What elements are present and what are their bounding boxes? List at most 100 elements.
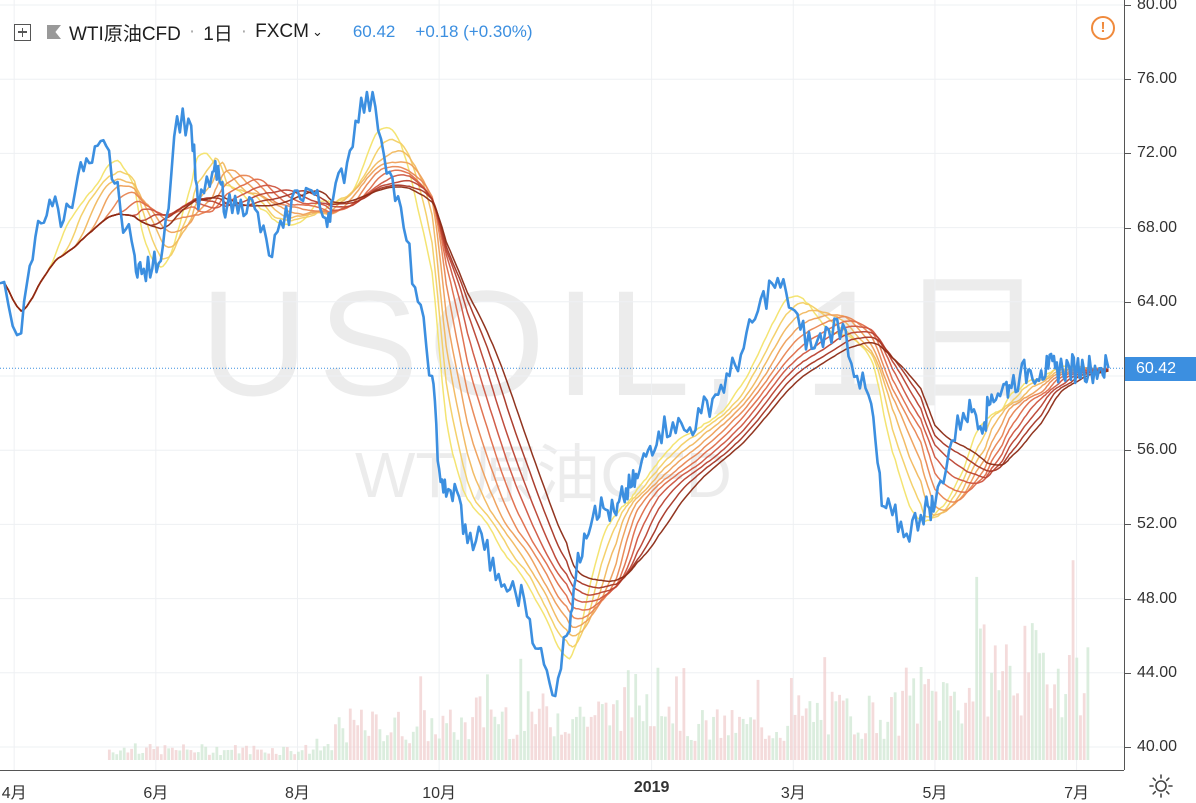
volume-bar xyxy=(904,667,908,760)
volume-bar xyxy=(1030,623,1034,760)
volume-bar xyxy=(1042,652,1045,760)
volume-bar xyxy=(526,691,530,760)
y-tick-label: 72.00 xyxy=(1137,144,1178,162)
volume-bar xyxy=(734,732,738,760)
volume-bar xyxy=(808,701,812,760)
y-axis[interactable]: 40.0044.0048.0052.0056.0060.0064.0068.00… xyxy=(1124,0,1196,770)
volume-bar xyxy=(1053,684,1056,760)
volume-bar xyxy=(1079,715,1082,760)
volume-bar xyxy=(319,750,323,760)
plot-area[interactable]: USOIL, 1日 WTI原油CFD xyxy=(0,0,1124,770)
volume-bar xyxy=(278,755,282,760)
warning-icon[interactable]: ! xyxy=(1091,16,1115,40)
volume-bar xyxy=(845,698,849,760)
volume-bar xyxy=(215,746,219,760)
y-tick xyxy=(1125,524,1131,526)
volume-bar xyxy=(815,702,819,760)
y-tick xyxy=(1125,301,1131,303)
volume-bar xyxy=(156,746,159,760)
ma-ribbon-line xyxy=(0,126,1109,660)
interval-label[interactable]: 1日 xyxy=(203,23,233,45)
y-tick-label: 80.00 xyxy=(1137,0,1178,13)
volume-bar xyxy=(586,726,589,760)
volume-bar xyxy=(1067,655,1071,760)
volume-bar xyxy=(245,745,248,760)
volume-bar xyxy=(615,700,619,760)
volume-bar xyxy=(1082,693,1086,760)
volume-bar xyxy=(878,719,882,760)
volume-bar xyxy=(285,747,289,760)
volume-bar xyxy=(200,744,204,760)
flag-icon[interactable] xyxy=(47,25,61,39)
x-tick-label: 3月 xyxy=(780,785,806,802)
volume-bar xyxy=(934,691,938,760)
volume-bar xyxy=(645,694,649,760)
volume-bar xyxy=(322,746,326,760)
volume-bar xyxy=(111,752,115,760)
volume-bar xyxy=(330,750,334,760)
plus-box-icon[interactable] xyxy=(14,23,31,41)
volume-bar xyxy=(537,708,541,760)
volume-bar xyxy=(912,678,916,760)
chart-svg xyxy=(0,0,1124,770)
y-tick-label: 40.00 xyxy=(1137,738,1178,755)
volume-bar xyxy=(552,736,556,760)
volume-bar xyxy=(467,739,471,760)
volume-bar xyxy=(474,697,478,760)
chevron-down-icon[interactable]: ⌄ xyxy=(311,24,323,39)
volume-bar xyxy=(145,747,148,760)
volume-bar xyxy=(115,754,119,760)
volume-bar xyxy=(901,690,904,760)
volume-bar xyxy=(756,679,760,760)
volume-bar xyxy=(771,738,775,760)
volume-bar xyxy=(1038,653,1042,760)
volume-bar xyxy=(1016,693,1019,760)
ma-ribbon-line xyxy=(0,161,1109,629)
volume-bar xyxy=(374,714,378,760)
volume-bar xyxy=(893,692,897,760)
volume-bar xyxy=(211,752,215,760)
volume-bar xyxy=(133,743,137,760)
volume-bar xyxy=(726,735,730,760)
volume-bar xyxy=(860,738,864,760)
y-tick-label: 64.00 xyxy=(1137,292,1178,310)
volume-bar xyxy=(560,734,563,760)
volume-bar xyxy=(749,717,752,760)
volume-bar xyxy=(975,576,979,760)
volume-bar xyxy=(356,725,360,760)
ma-ribbon-line xyxy=(0,138,1109,648)
volume-bar xyxy=(652,726,656,760)
x-axis[interactable]: 4月 6月 8月 10月 2019 3月 5月 7月 xyxy=(0,770,1124,803)
volume-bar xyxy=(886,721,890,760)
volume-bar xyxy=(782,740,786,760)
volume-bar xyxy=(152,748,156,760)
volume-bar xyxy=(500,711,504,760)
volume-bar xyxy=(641,721,645,760)
volume-bar xyxy=(452,732,456,760)
volume-bar xyxy=(604,702,608,760)
volume-bar xyxy=(812,721,816,760)
volume-bar xyxy=(293,754,297,760)
volume-bar xyxy=(256,749,260,760)
volume-bar xyxy=(941,682,945,760)
volume-bar xyxy=(289,751,293,760)
y-tick-label: 56.00 xyxy=(1137,441,1178,459)
volume-bar xyxy=(712,716,715,760)
y-tick-label: 48.00 xyxy=(1137,589,1178,607)
x-tick-label: 6月 xyxy=(143,785,169,802)
volume-bar xyxy=(408,743,411,760)
gear-icon[interactable] xyxy=(1148,773,1174,799)
y-tick xyxy=(1125,79,1131,81)
volume-bar xyxy=(945,683,949,760)
volume-bar xyxy=(789,677,793,760)
symbol-name[interactable]: WTI原油CFD xyxy=(69,23,181,45)
volume-bar xyxy=(382,741,386,760)
volume-bar xyxy=(337,717,341,760)
ma-ribbon-line xyxy=(0,179,1109,596)
volume-bar xyxy=(148,744,152,760)
volume-bar xyxy=(178,750,182,760)
exchange-label[interactable]: FXCM xyxy=(255,21,309,42)
volume-bar xyxy=(875,733,879,760)
volume-bar xyxy=(530,711,534,760)
volume-bar xyxy=(315,738,319,760)
